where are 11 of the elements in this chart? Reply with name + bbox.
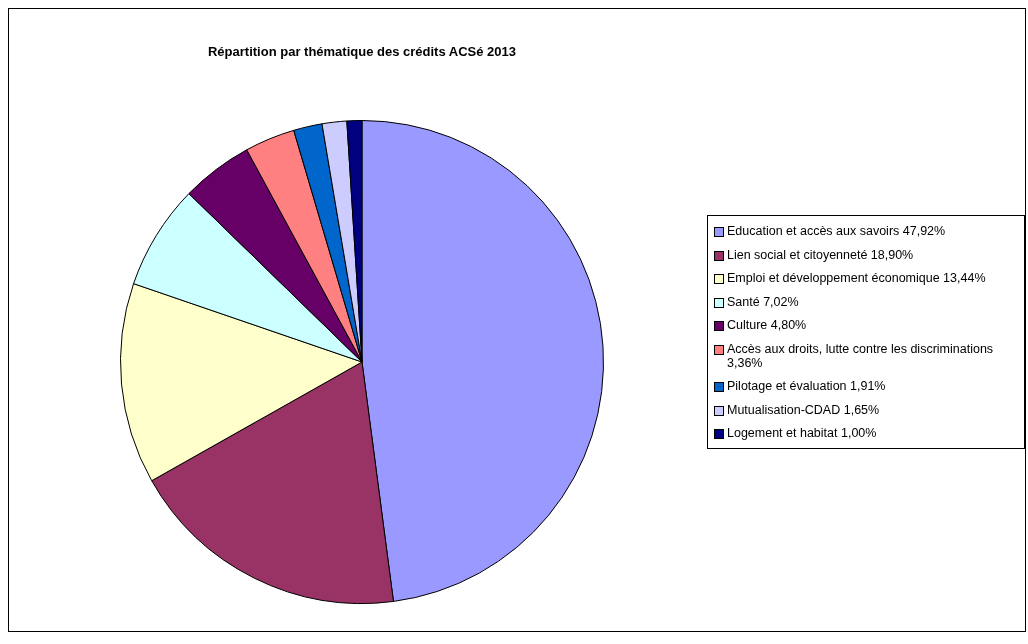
legend-label: Culture 4,80%: [727, 318, 807, 332]
chart-title: Répartition par thématique des crédits ACSé 2013: [207, 44, 517, 59]
legend-label: Emploi et développement économique 13,44%: [727, 271, 986, 285]
legend-label: Mutualisation-CDAD 1,65%: [727, 402, 880, 417]
legend-label: Lien social et citoyenneté 18,90%: [727, 247, 914, 262]
legend-label: Logement et habitat 1,00%: [727, 426, 877, 440]
legend-label: Education et accès aux savoirs 47,92%: [727, 224, 946, 238]
legend-label: Pilotage et évaluation 1,91%: [727, 379, 886, 393]
data-label: 3,36%: [727, 355, 763, 370]
legend-label: Santé 7,02%: [727, 294, 799, 309]
legend-label: Accès aux droits, lutte contre les discriminations: [727, 341, 994, 356]
